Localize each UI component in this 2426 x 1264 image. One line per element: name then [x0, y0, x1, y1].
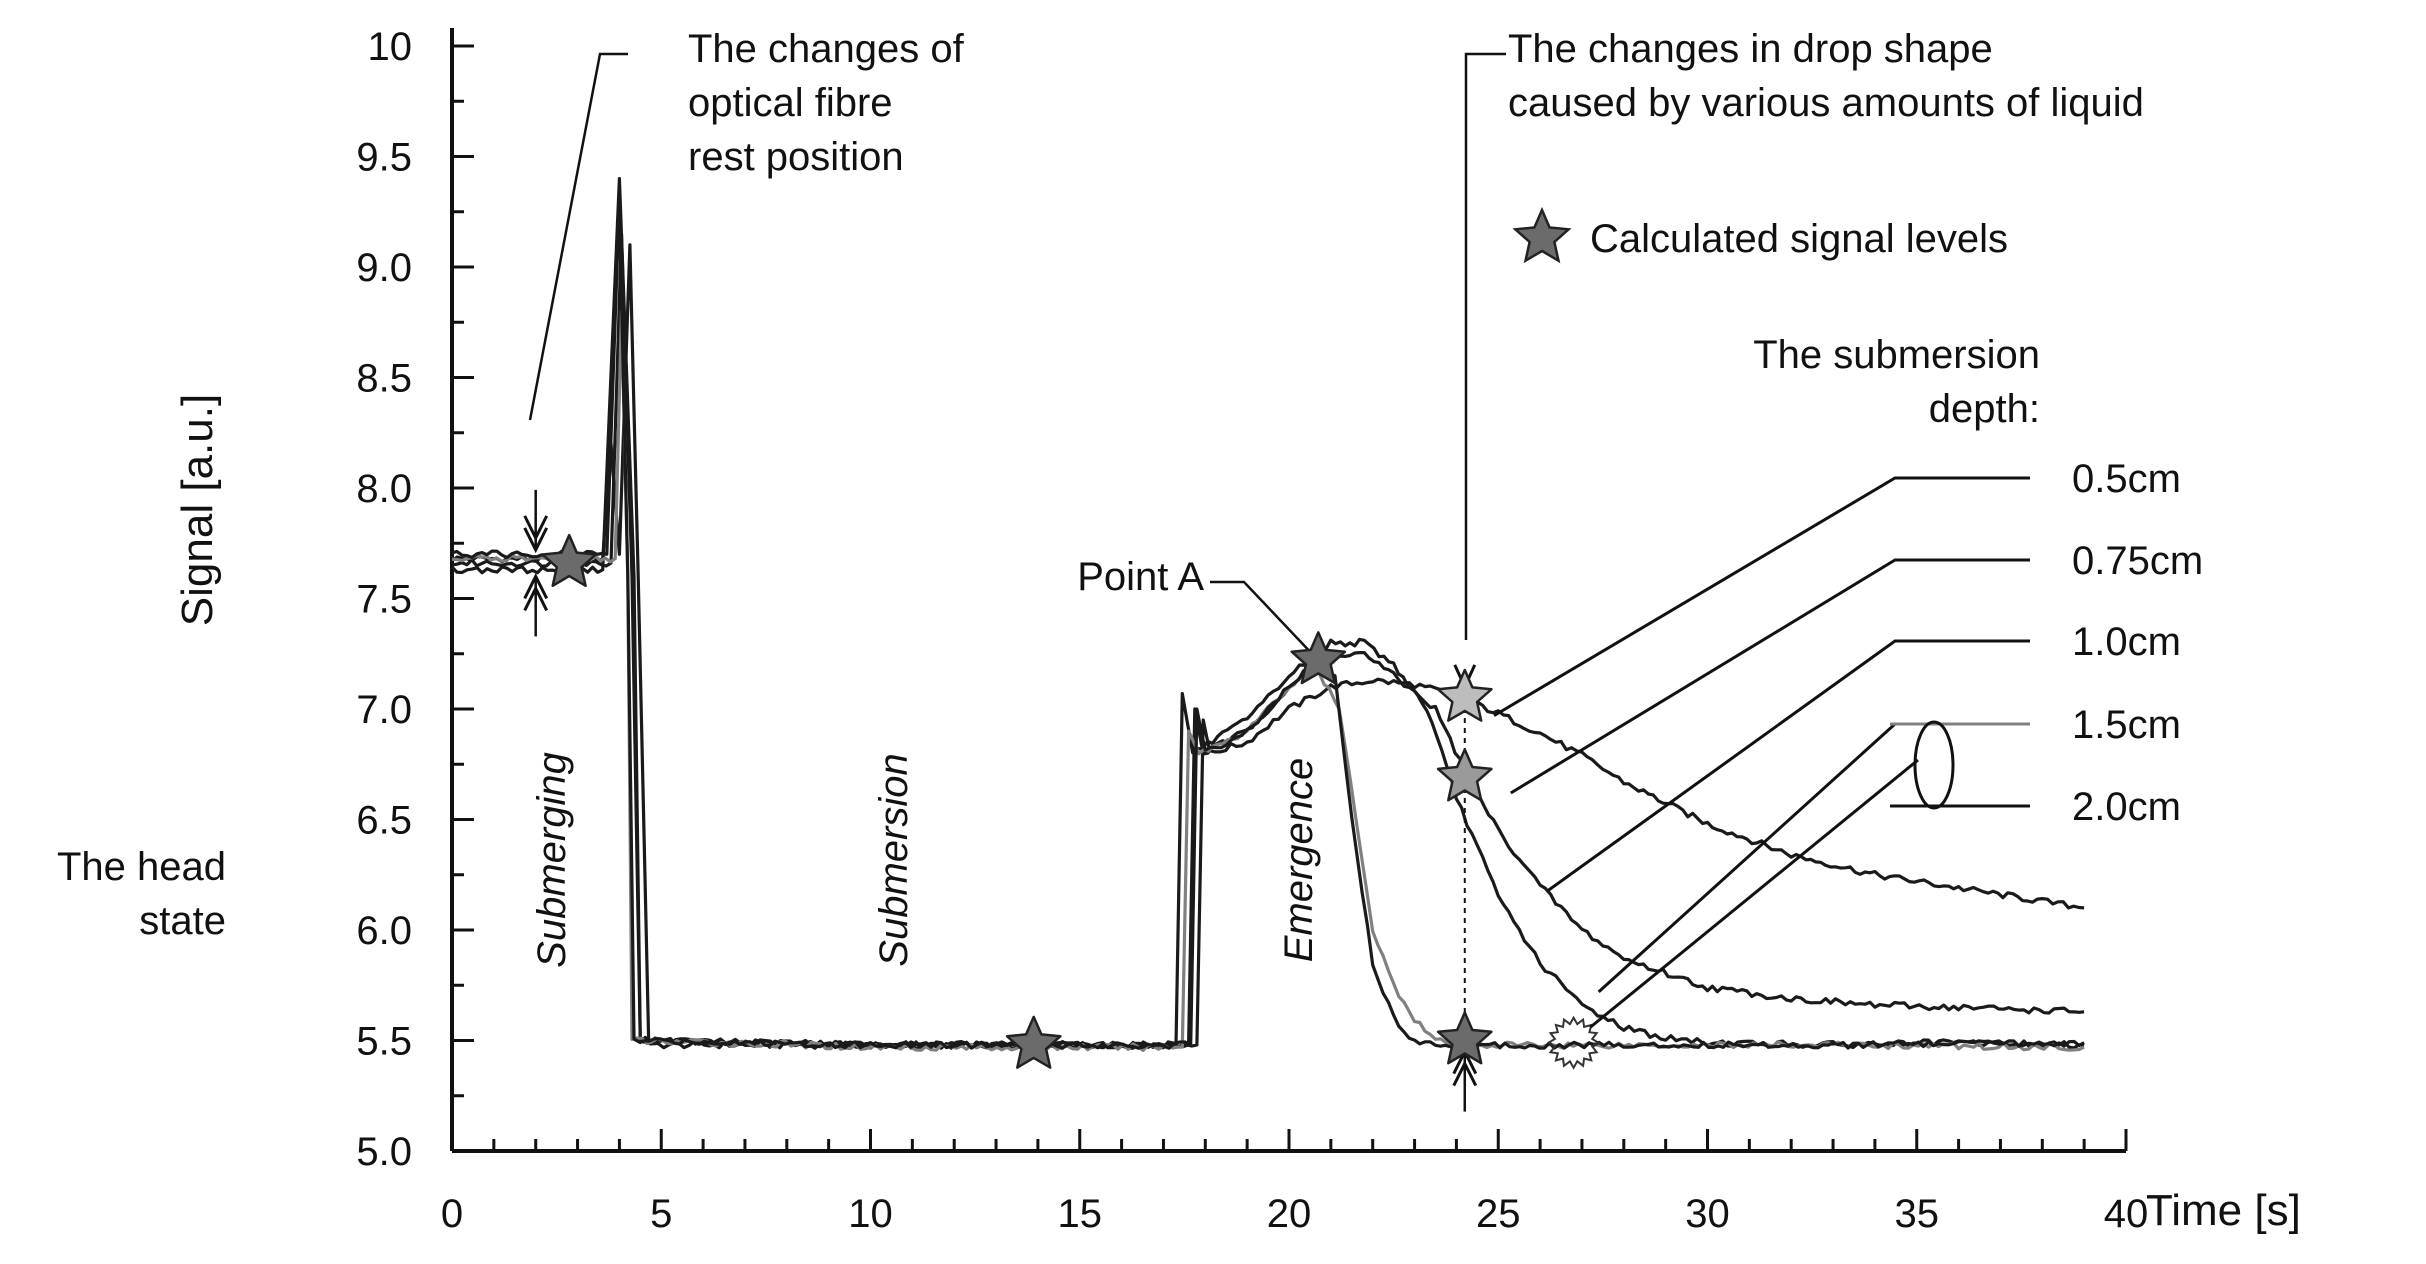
x-tick-label: 5 — [650, 1192, 672, 1236]
y-tick-label: 7.5 — [356, 578, 412, 622]
y-tick-label: 8.0 — [356, 467, 412, 511]
x-axis-title: Time [s] — [2146, 1186, 2301, 1235]
y-tick-label: 6.0 — [356, 909, 412, 953]
legend-label-0.75cm: 0.75cm — [2072, 539, 2203, 583]
legend-label-1.5cm: 1.5cm — [2072, 703, 2181, 747]
legend-ellipse — [1913, 720, 1955, 810]
phase-label: Submerging — [530, 752, 574, 968]
y-tick-label: 8.5 — [356, 357, 412, 401]
legend-label-0.5cm: 0.5cm — [2072, 457, 2181, 501]
legend-title: The submersion — [1753, 333, 2040, 377]
annotation-drop-shape: caused by various amounts of liquid — [1508, 81, 2144, 125]
annotation-head-state: state — [139, 899, 226, 943]
x-tick-label: 15 — [1058, 1192, 1103, 1236]
x-tick-label: 35 — [1895, 1192, 1940, 1236]
legend-leader — [1597, 722, 2030, 993]
y-tick-label: 10 — [368, 25, 413, 69]
y-tick-label: 9.5 — [356, 136, 412, 180]
arrow-head-down — [523, 515, 549, 542]
phase-label: Emergence — [1277, 758, 1321, 963]
x-tick-label: 20 — [1267, 1192, 1312, 1236]
y-axis-title: Signal [a.u.] — [173, 394, 222, 626]
circle-marker — [1546, 1015, 1601, 1070]
arrow-head-up — [523, 585, 549, 612]
leader-fibre-rest — [528, 52, 628, 421]
arrow-head-up — [1452, 1060, 1478, 1087]
x-tick-label: 10 — [848, 1192, 893, 1236]
legend-title: depth: — [1929, 387, 2040, 431]
y-tick-label: 5.5 — [356, 1020, 412, 1064]
legend-label-2.0cm: 2.0cm — [2072, 785, 2181, 829]
calculated-signal-star — [1005, 1015, 1062, 1069]
x-tick-label: 40 — [2104, 1192, 2149, 1236]
annotation-head-state: The head — [57, 845, 226, 889]
series-layer — [450, 177, 2085, 1052]
x-tick-label: 25 — [1476, 1192, 1521, 1236]
annotation-fibre-rest: optical fibre — [688, 81, 893, 125]
legend-leader — [1510, 558, 2030, 795]
legend-layer: The submersion depth: 0.5cm 0.75cm 1.0cm 1.5c… — [1493, 333, 2203, 1029]
annotation-point-a: Point A — [1077, 555, 1204, 599]
x-tick-label: 0 — [441, 1192, 463, 1236]
annotation-calculated: Calculated signal levels — [1590, 217, 2008, 261]
y-tick-label: 9.0 — [356, 246, 412, 290]
y-tick-label: 6.5 — [356, 799, 412, 843]
calculated-signal-star — [1436, 668, 1493, 722]
calculated-signal-star — [541, 533, 598, 588]
calculated-signal-star — [1436, 1011, 1493, 1065]
legend-star — [1512, 206, 1572, 264]
legend-leader — [1493, 476, 2030, 717]
arrow-head-up — [523, 573, 549, 600]
calculated-signal-star — [1436, 748, 1493, 802]
leader-drop-shape — [1464, 52, 1506, 640]
annotation-fibre-rest: rest position — [688, 135, 904, 179]
series-line-1.0cm — [450, 177, 2085, 1050]
leader-point-a — [1210, 580, 1320, 662]
legend-label-1.0cm: 1.0cm — [2072, 620, 2181, 664]
phase-label: Submersion — [872, 753, 916, 966]
annotation-drop-shape: The changes in drop shape — [1508, 27, 1993, 71]
annotation-layer: The changes of optical fibre rest position… — [57, 27, 2144, 1112]
arrow-head-down — [523, 527, 549, 554]
x-tick-label: 30 — [1685, 1192, 1730, 1236]
legend-leader — [1547, 639, 2030, 892]
y-tick-label: 5.0 — [356, 1130, 412, 1174]
marker-layer — [541, 533, 1601, 1070]
tick-layer: 5.0 5.5 6.0 6.5 7.0 7.5 8.0 8.5 9.0 9.5 10 0 5 10 15 20… — [356, 25, 2148, 1236]
y-tick-label: 7.0 — [356, 688, 412, 732]
series-line-2.0cm — [451, 199, 2085, 1050]
series-line-0.5cm — [451, 243, 2085, 1050]
calculated-signal-star — [1290, 631, 1347, 685]
axes-layer: Time [s] Signal [a.u.] — [173, 28, 2301, 1235]
annotation-fibre-rest: The changes of — [688, 27, 965, 71]
legend-leader — [1589, 758, 1919, 1029]
